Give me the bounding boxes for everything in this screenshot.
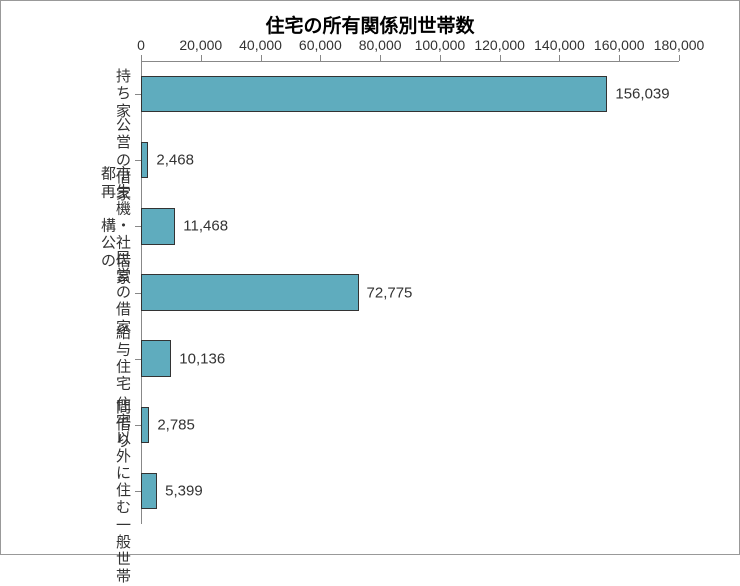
value-label: 11,468 — [183, 218, 228, 235]
x-tick-label: 20,000 — [179, 37, 222, 53]
x-tick — [559, 55, 560, 61]
x-tick — [261, 55, 262, 61]
x-tick — [201, 55, 202, 61]
category-label: 住宅以外に住む 一般世帯 — [116, 396, 131, 586]
bar — [141, 274, 359, 310]
chart-title: 住宅の所有関係別世帯数 — [1, 11, 739, 38]
x-tick — [679, 55, 680, 61]
x-tick — [320, 55, 321, 61]
value-label: 2,468 — [156, 152, 194, 169]
value-label: 2,785 — [157, 416, 195, 433]
x-tick — [440, 55, 441, 61]
x-tick-label: 40,000 — [239, 37, 282, 53]
bar — [141, 208, 175, 244]
x-tick-label: 120,000 — [474, 37, 525, 53]
x-tick-label: 180,000 — [654, 37, 705, 53]
bar — [141, 142, 148, 178]
x-tick — [141, 55, 142, 61]
plot-area: 020,00040,00060,00080,000100,000120,0001… — [141, 61, 679, 524]
x-tick-label: 80,000 — [359, 37, 402, 53]
bar — [141, 76, 607, 112]
bar — [141, 407, 149, 443]
x-axis — [141, 61, 679, 62]
x-tick — [619, 55, 620, 61]
value-label: 10,136 — [179, 350, 225, 367]
value-label: 156,039 — [615, 86, 669, 103]
category-label: 給与住宅 — [116, 324, 131, 393]
bar — [141, 473, 157, 509]
x-tick-label: 140,000 — [534, 37, 585, 53]
x-tick — [380, 55, 381, 61]
chart-container: 住宅の所有関係別世帯数 020,00040,00060,00080,000100… — [0, 0, 740, 555]
x-tick — [500, 55, 501, 61]
x-tick-label: 0 — [137, 37, 145, 53]
value-label: 72,775 — [367, 284, 413, 301]
category-label: 民営の借家 — [116, 249, 131, 335]
bar — [141, 340, 171, 376]
x-tick-label: 100,000 — [415, 37, 466, 53]
x-tick-label: 160,000 — [594, 37, 645, 53]
category-label: 持ち家 — [116, 68, 131, 120]
value-label: 5,399 — [165, 482, 203, 499]
x-tick-label: 60,000 — [299, 37, 342, 53]
